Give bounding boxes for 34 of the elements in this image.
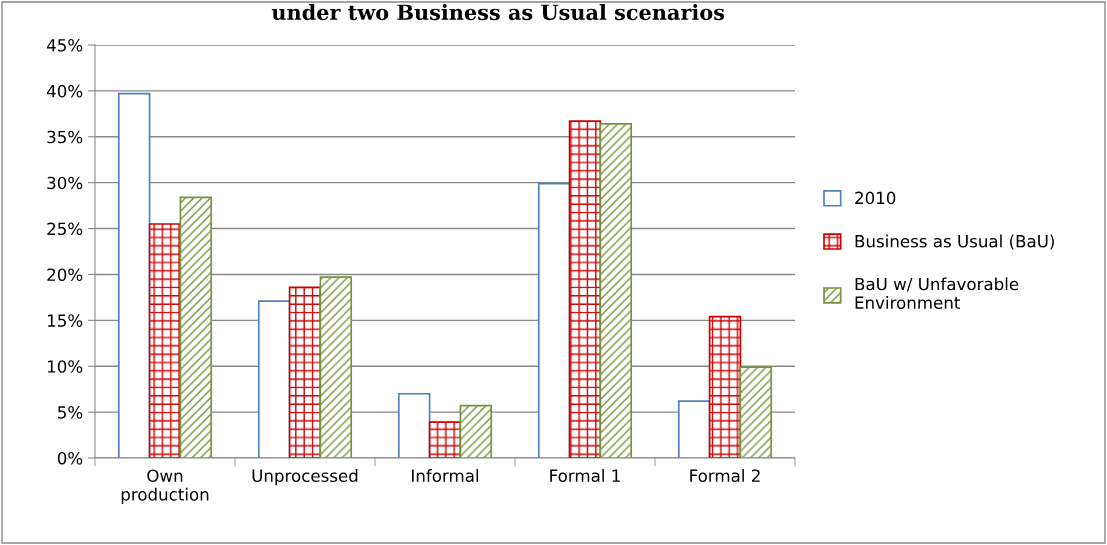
bar — [288, 286, 322, 458]
bar — [459, 404, 493, 458]
y-tick-label: 20% — [47, 268, 83, 282]
chart-title: under two Business as Usual scenarios — [271, 4, 725, 21]
bar — [148, 223, 182, 458]
legend-label: 2010 — [855, 191, 896, 205]
bar — [428, 421, 462, 458]
y-tick-label: 0% — [57, 451, 83, 465]
x-tick-label: Unprocessed — [252, 469, 358, 486]
x-tick-label: Own production — [121, 469, 209, 504]
y-tick-label: 35% — [47, 130, 83, 144]
legend-label: BaU w/ Unfavorable Environment — [855, 277, 1019, 309]
bar — [537, 182, 571, 458]
y-tick-label: 15% — [47, 314, 83, 327]
bar — [599, 123, 633, 458]
y-tick-label: 45% — [46, 38, 83, 52]
bar — [397, 392, 431, 458]
bar — [677, 400, 711, 458]
legend-label: Business as Usual (BaU) — [855, 234, 1054, 250]
bar — [708, 315, 742, 458]
x-tick-label: Informal — [412, 469, 479, 483]
bar — [568, 120, 602, 458]
bar — [117, 92, 151, 458]
bar — [739, 366, 773, 458]
x-tick-label: Formal 1 — [550, 469, 620, 483]
y-tick-label: 5% — [58, 406, 83, 419]
y-tick-label: 40% — [46, 84, 83, 98]
x-tick-label: Formal 2 — [690, 469, 760, 483]
y-tick-label: 30% — [47, 176, 83, 190]
bar — [257, 300, 291, 458]
bar — [179, 196, 213, 458]
y-tick-label: 25% — [47, 222, 83, 236]
bar — [319, 276, 353, 458]
y-tick-label: 10% — [47, 360, 83, 373]
